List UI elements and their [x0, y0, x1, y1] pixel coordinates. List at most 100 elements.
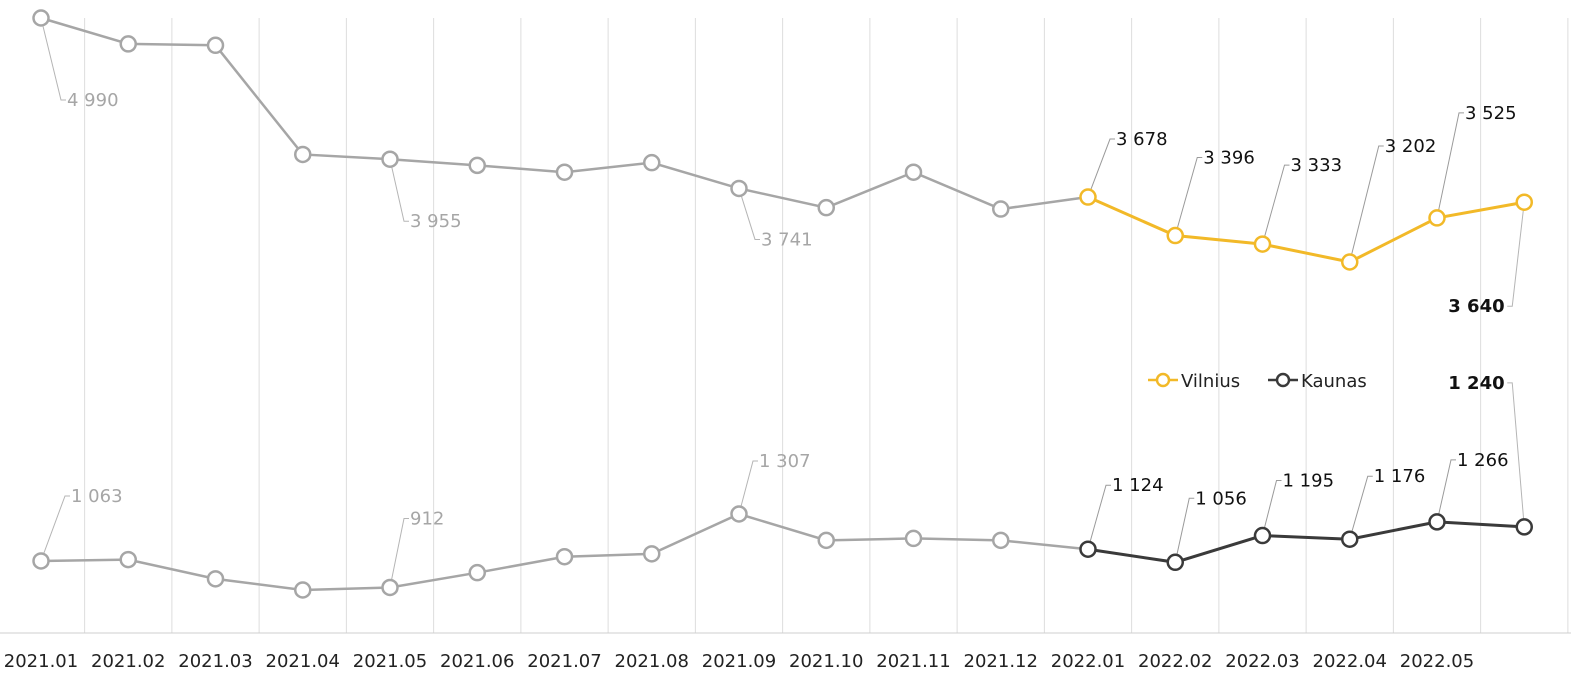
series-vilnius: 4 990 3 955 3 741 3 678 3 396 3 333 3 202 3 525…	[32, 9, 1533, 317]
data-label-leader	[389, 517, 409, 588]
x-tick-label: 2021.01	[4, 651, 78, 672]
x-tick-label: 2021.12	[964, 651, 1038, 672]
data-point	[1079, 188, 1097, 206]
x-tick-label: 2021.09	[702, 651, 776, 672]
data-label: 1 266	[1457, 450, 1509, 471]
data-label: 1 176	[1374, 466, 1426, 487]
data-label: 3 741	[761, 229, 813, 250]
data-point	[119, 550, 137, 569]
data-label-leader	[1262, 480, 1282, 536]
data-label-leader	[1262, 164, 1290, 245]
data-label: 3 396	[1203, 148, 1255, 169]
data-point	[119, 35, 137, 53]
data-label-leader	[738, 460, 758, 515]
x-tick-label: 2022.04	[1313, 651, 1387, 672]
data-label-leader	[389, 159, 409, 222]
data-point	[1166, 226, 1184, 245]
data-point	[643, 153, 661, 172]
series-line-highlight	[1087, 195, 1525, 264]
legend: Vilnius Kaunas	[1148, 371, 1367, 392]
data-point	[1079, 540, 1097, 558]
data-point	[294, 581, 312, 599]
x-tick-label: 2021.03	[178, 651, 252, 672]
data-point	[206, 570, 225, 588]
data-point	[643, 545, 661, 563]
x-tick-label: 2021.08	[615, 651, 689, 672]
data-label-leader	[1436, 459, 1456, 522]
data-label-leader	[1436, 112, 1464, 219]
data-point	[730, 505, 748, 523]
data-label: 1 124	[1112, 475, 1164, 496]
x-tick-label: 2021.04	[266, 651, 340, 672]
data-point	[1428, 513, 1446, 531]
x-axis-ticks: 2021.01 2021.02 2021.03 2021.04 2021.05 2021.…	[4, 651, 1474, 672]
data-point	[555, 547, 574, 566]
x-tick-label: 2022.02	[1138, 651, 1212, 672]
data-label: 3 525	[1465, 103, 1517, 124]
data-label-leader	[1174, 157, 1203, 236]
data-point	[1341, 530, 1359, 548]
data-label-leader	[738, 188, 760, 240]
series-line-highlight	[1087, 520, 1525, 564]
data-point	[206, 36, 225, 55]
data-point	[468, 156, 486, 175]
series-kaunas: 1 063 912 1 307 1 124 1 056 1 195 1 176 1 266 1 …	[32, 373, 1533, 599]
data-label: 1 307	[759, 451, 811, 472]
data-point	[992, 200, 1010, 218]
data-label: 1 056	[1195, 488, 1247, 509]
x-tick-label: 2021.06	[440, 651, 514, 672]
data-point	[1515, 518, 1533, 536]
x-tick-label: 2022.05	[1400, 651, 1474, 672]
data-point	[730, 179, 748, 198]
data-label: 912	[410, 508, 444, 529]
data-point	[555, 163, 574, 181]
x-tick-label: 2022.01	[1051, 651, 1125, 672]
data-point	[904, 529, 923, 548]
data-label: 4 990	[67, 90, 119, 111]
legend-item-vilnius: Vilnius	[1148, 371, 1240, 392]
data-point	[1253, 235, 1272, 253]
legend-swatch-marker	[1155, 372, 1171, 388]
data-point	[992, 531, 1010, 550]
legend-label: Kaunas	[1301, 371, 1367, 392]
x-tick-label: 2021.11	[876, 651, 950, 672]
x-tick-label: 2021.05	[353, 651, 427, 672]
data-point	[817, 198, 835, 217]
data-label: 3 202	[1385, 136, 1437, 157]
data-label: 3 678	[1116, 129, 1168, 150]
data-label: 3 955	[410, 211, 462, 232]
data-label-leader	[1174, 497, 1195, 563]
data-point	[294, 145, 312, 164]
data-label: 1 063	[71, 486, 123, 507]
data-label-leader	[40, 495, 70, 562]
legend-swatch-marker	[1275, 372, 1291, 388]
data-label-leader	[1507, 382, 1525, 527]
data-label-leader	[1087, 484, 1111, 550]
data-label-leader	[40, 17, 66, 101]
data-point	[381, 150, 399, 168]
data-point	[32, 552, 50, 570]
data-label-leader	[1349, 475, 1373, 540]
legend-item-kaunas: Kaunas	[1268, 371, 1367, 392]
data-label: 1 240	[1448, 373, 1504, 394]
grid-lines	[84, 18, 1569, 633]
data-point	[1515, 193, 1533, 211]
data-label: 3 333	[1291, 155, 1343, 176]
x-tick-label: 2021.02	[91, 651, 165, 672]
data-point	[904, 163, 923, 181]
data-label-leader	[1507, 202, 1525, 307]
data-label-leader	[1349, 145, 1384, 263]
data-point	[1428, 209, 1446, 227]
data-point	[1341, 253, 1359, 271]
x-tick-label: 2021.10	[789, 651, 863, 672]
data-label: 3 640	[1448, 296, 1504, 317]
data-point	[1253, 526, 1272, 545]
x-tick-label: 2021.07	[527, 651, 601, 672]
data-label-leader	[1087, 138, 1115, 198]
data-point	[817, 531, 835, 550]
data-point	[1166, 553, 1184, 572]
legend-label: Vilnius	[1181, 371, 1240, 392]
data-point	[381, 578, 399, 597]
data-point	[468, 563, 486, 582]
